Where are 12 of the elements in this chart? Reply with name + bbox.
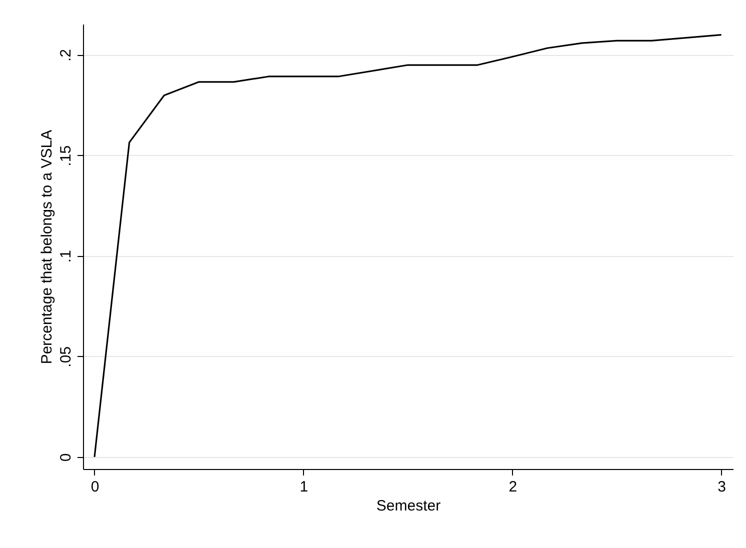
y-tick-label: .05	[58, 346, 74, 368]
x-tick-label: 3	[718, 478, 726, 496]
y-tick-label: .15	[58, 145, 74, 166]
y-axis-title: Percentage that belongs to a VSLA	[38, 130, 56, 364]
y-tick-label: 0	[58, 453, 74, 462]
x-tick-label: 2	[508, 478, 518, 496]
line-series	[94, 34, 722, 458]
x-tick-label: 1	[300, 478, 308, 496]
x-axis-title: Semester	[376, 498, 441, 514]
x-tick-label: 0	[90, 478, 100, 496]
y-tick-label: .2	[58, 49, 74, 62]
y-tick-label: .1	[58, 250, 74, 263]
